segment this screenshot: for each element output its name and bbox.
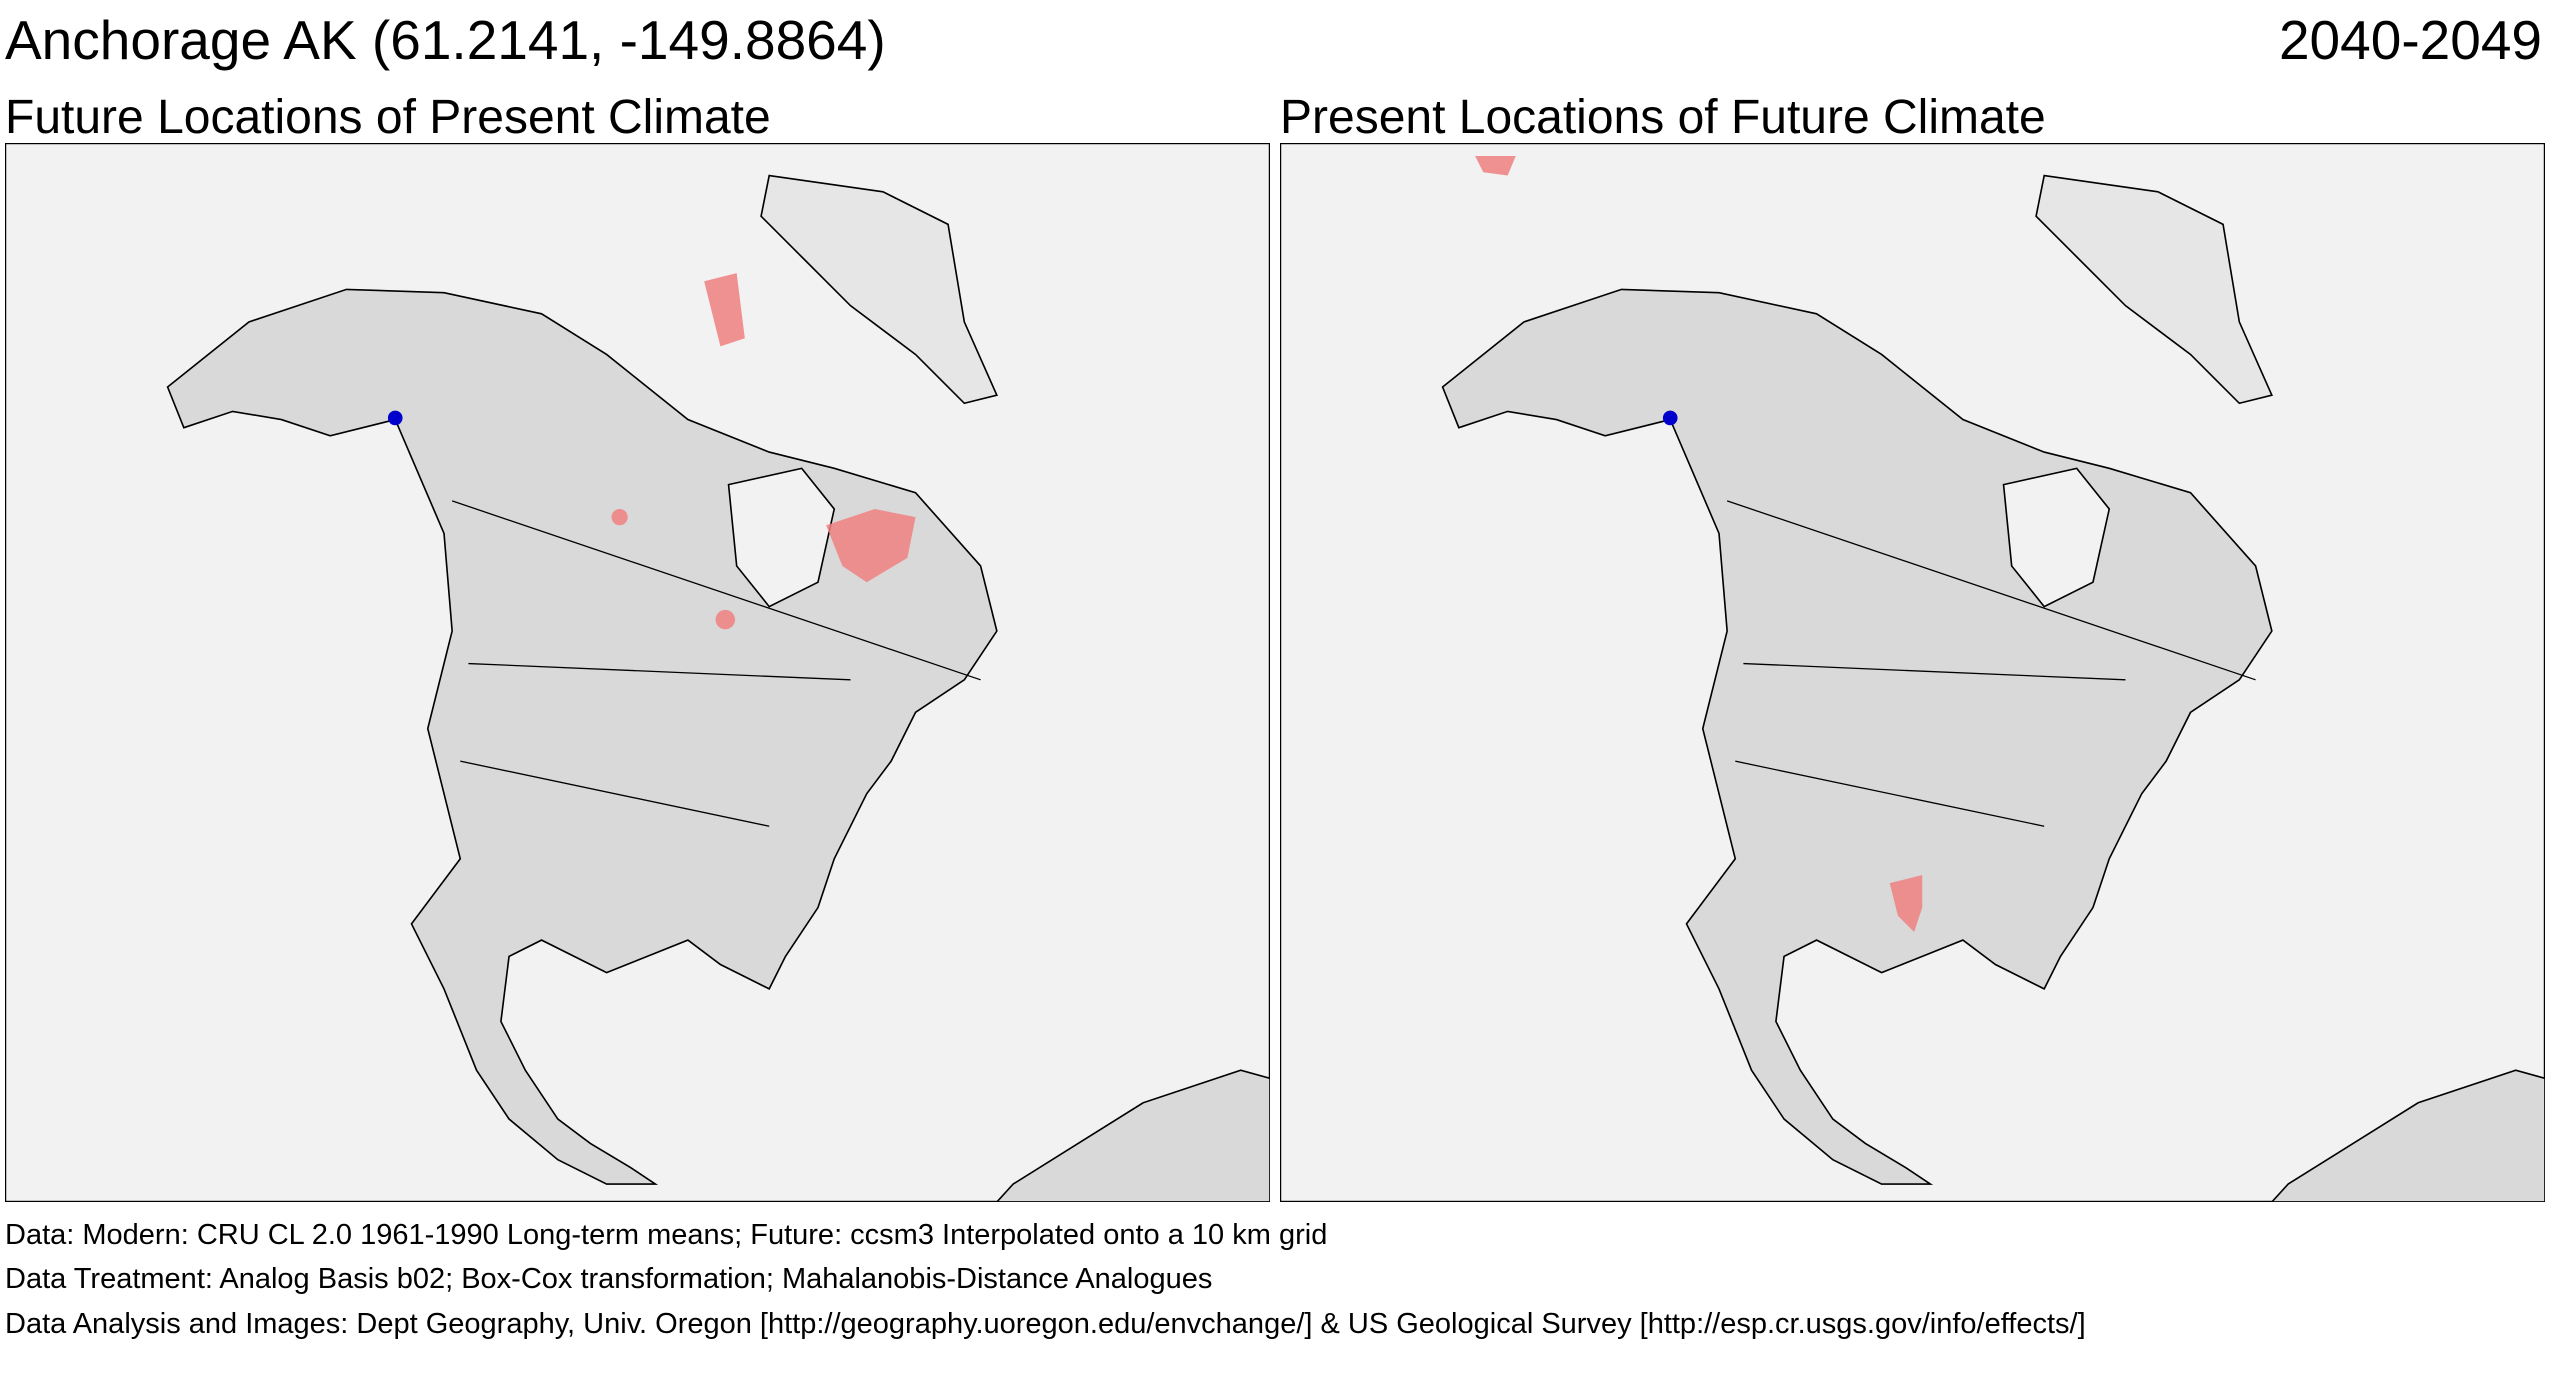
analog-areas bbox=[1475, 156, 1923, 932]
land bbox=[1441, 174, 2545, 1202]
map-panel bbox=[1280, 143, 2545, 1202]
panel-title: Present Locations of Future Climate bbox=[1280, 91, 2046, 144]
footer-line: Data Treatment: Analog Basis b02; Box-Co… bbox=[5, 1263, 1213, 1295]
panel-title: Future Locations of Present Climate bbox=[5, 91, 771, 144]
map-panel bbox=[5, 143, 1270, 1202]
land bbox=[166, 174, 1270, 1202]
location-marker bbox=[1662, 410, 1678, 426]
period: 2040-2049 bbox=[2278, 9, 2542, 71]
location-marker bbox=[387, 410, 403, 426]
title: Anchorage AK (61.2141, -149.8864) bbox=[5, 9, 886, 71]
analog-areas bbox=[611, 273, 916, 630]
footer-line: Data: Modern: CRU CL 2.0 1961-1990 Long-… bbox=[5, 1219, 1328, 1251]
footer-line: Data Analysis and Images: Dept Geography… bbox=[5, 1308, 2086, 1340]
